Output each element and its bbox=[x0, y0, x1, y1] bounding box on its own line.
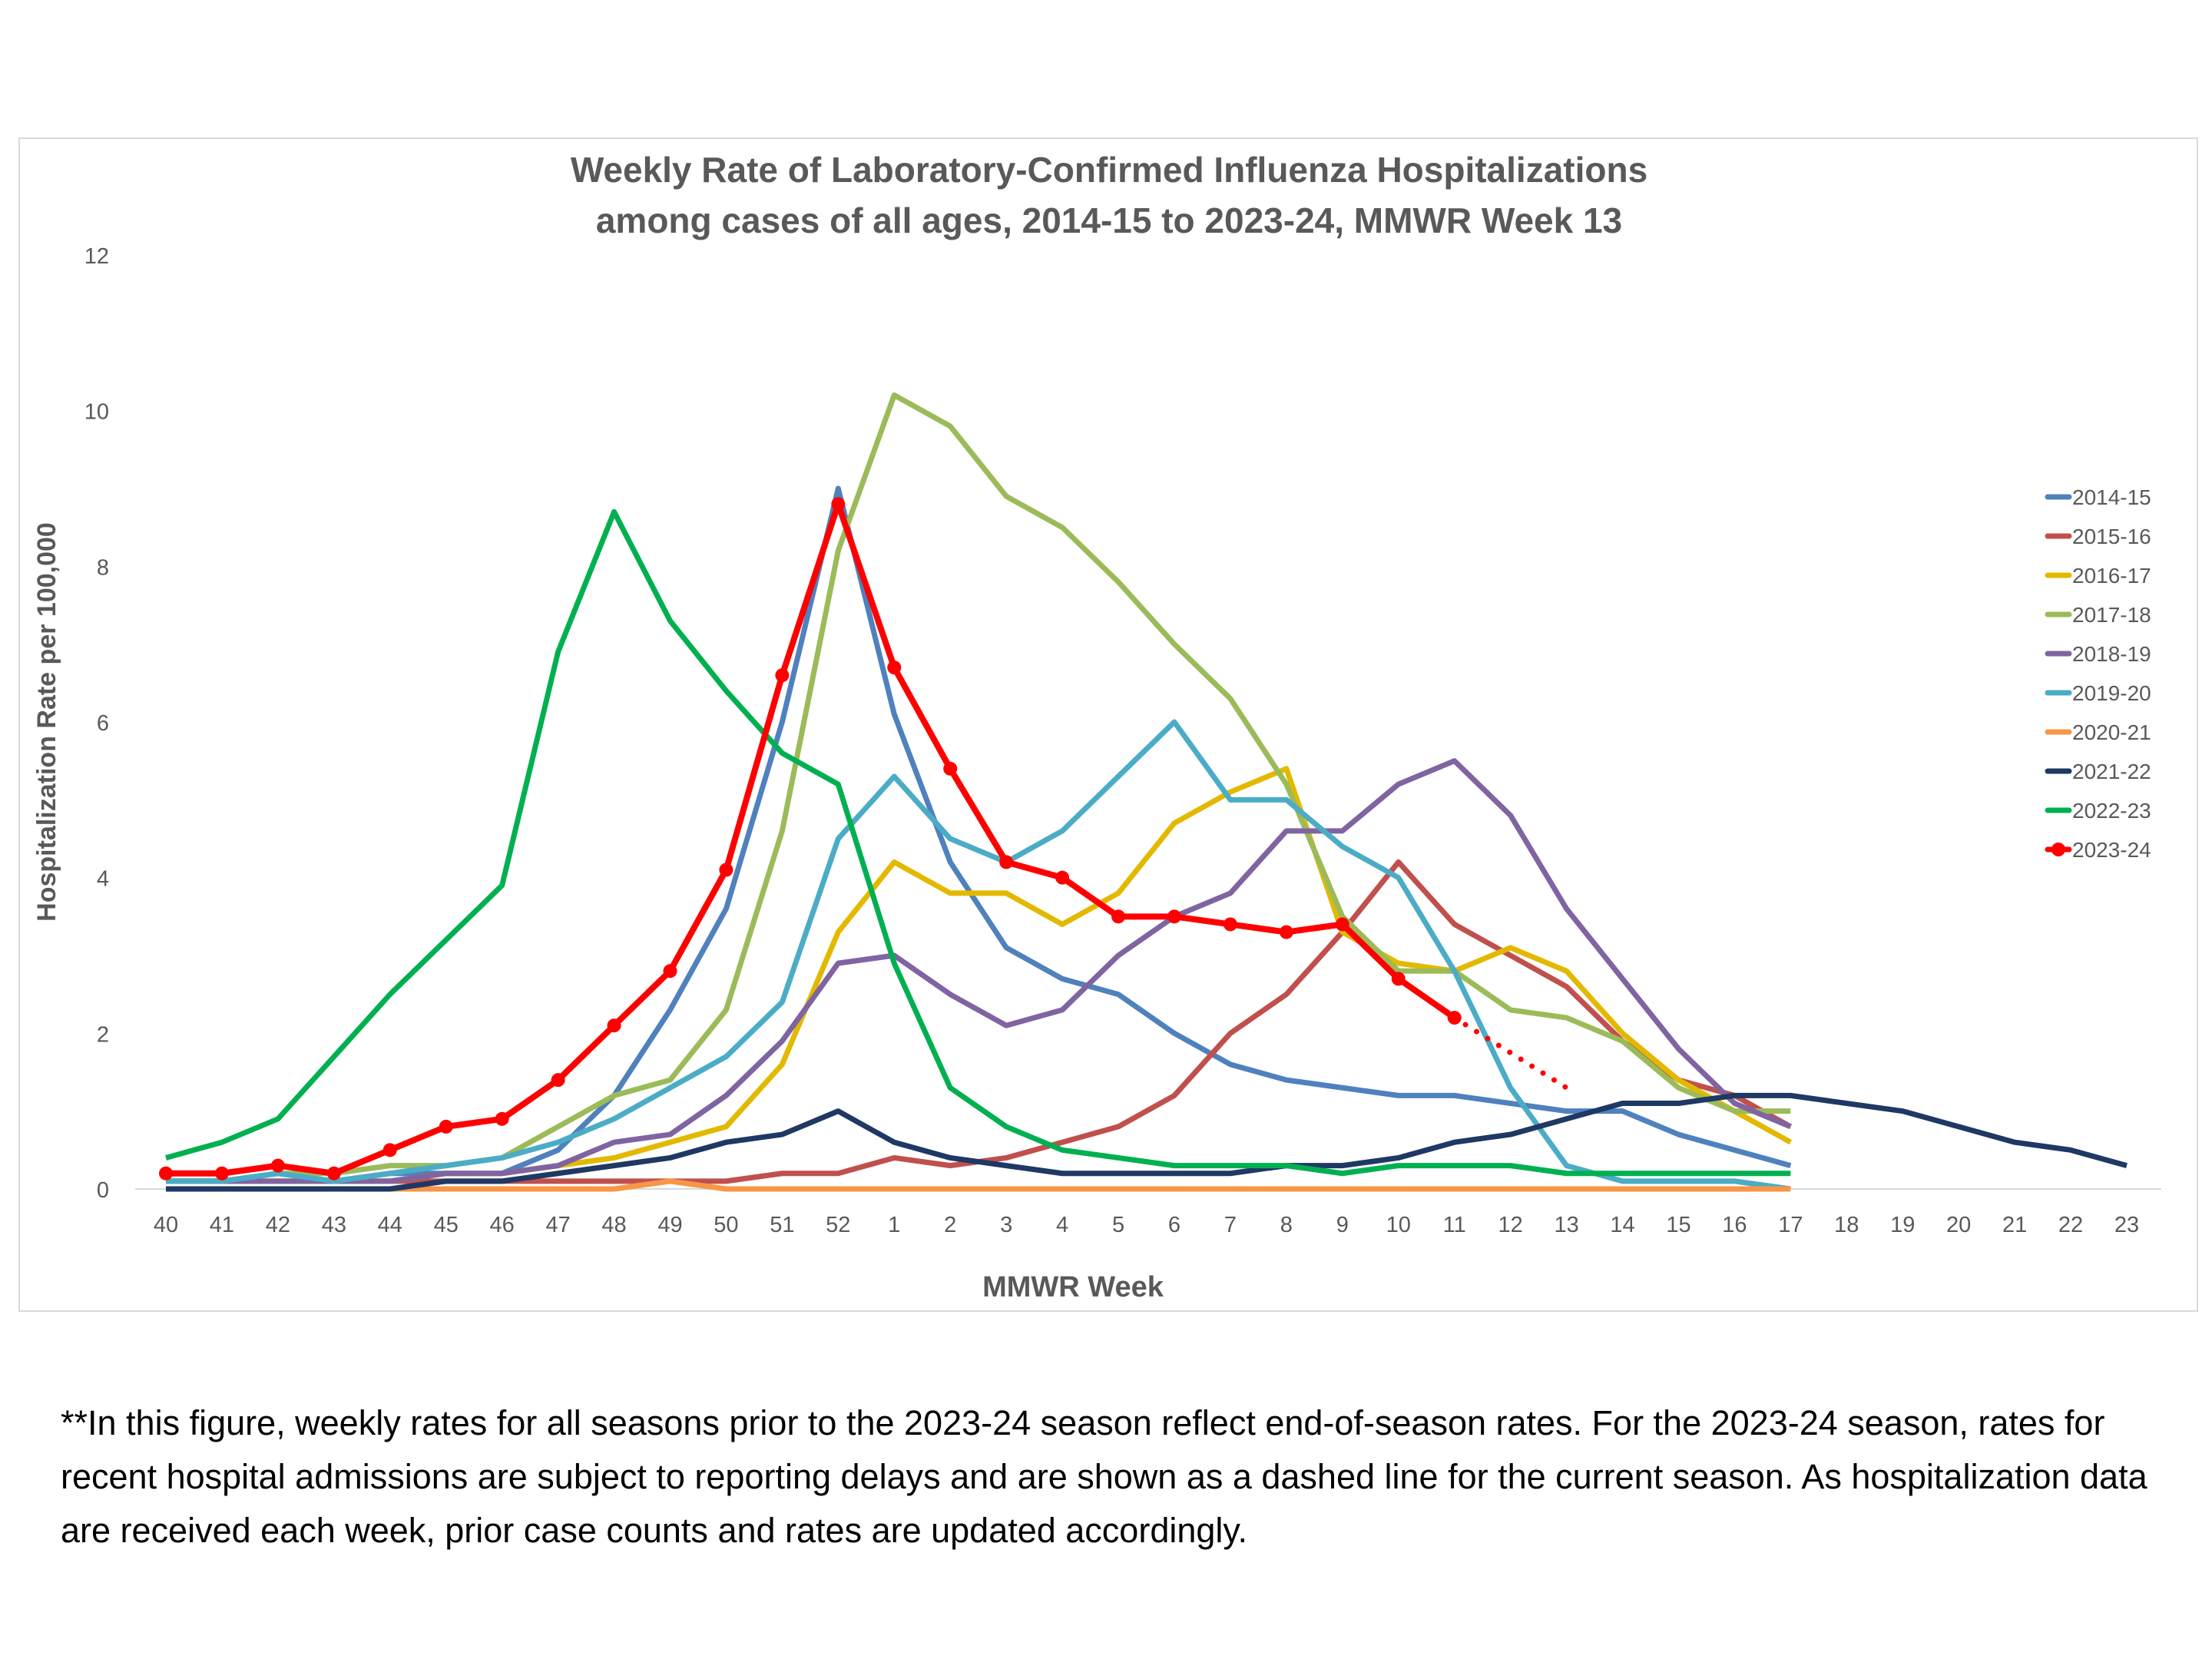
x-tick-label: 9 bbox=[1336, 1213, 1349, 1237]
data-point-2023-24 bbox=[1055, 870, 1070, 885]
x-tick-label: 43 bbox=[322, 1213, 346, 1237]
x-tick-label: 12 bbox=[1498, 1213, 1522, 1237]
legend-label: 2017-18 bbox=[2072, 603, 2151, 627]
x-tick-label: 18 bbox=[1834, 1213, 1859, 1237]
x-axis-label: MMWR Week bbox=[982, 1271, 1164, 1303]
x-tick-label: 6 bbox=[1168, 1213, 1181, 1237]
x-tick-label: 14 bbox=[1610, 1213, 1634, 1237]
y-tick-label: 6 bbox=[97, 711, 109, 736]
legend-label: 2018-19 bbox=[2072, 642, 2151, 666]
y-tick-label: 12 bbox=[84, 244, 109, 269]
series-line-2015-16 bbox=[166, 859, 1793, 1184]
x-tick-label: 10 bbox=[1386, 1213, 1411, 1237]
x-tick-label: 17 bbox=[1778, 1213, 1803, 1237]
data-point-2023-24 bbox=[1279, 925, 1293, 939]
line-chart: Weekly Rate of Laboratory-Confirmed Infl… bbox=[32, 150, 2161, 1303]
x-tick-label: 19 bbox=[1890, 1213, 1915, 1237]
x-tick-label: 20 bbox=[1946, 1213, 1971, 1237]
x-tick-label: 1 bbox=[888, 1213, 900, 1237]
x-tick-label: 50 bbox=[714, 1213, 738, 1237]
data-point-2023-24 bbox=[159, 1166, 173, 1181]
data-point-2023-24 bbox=[270, 1158, 285, 1173]
data-point-2023-24 bbox=[663, 964, 677, 979]
x-tick-label: 42 bbox=[266, 1213, 290, 1237]
x-tick-label: 44 bbox=[378, 1213, 402, 1237]
chart-title-line-1: Weekly Rate of Laboratory-Confirmed Infl… bbox=[571, 150, 1647, 190]
x-tick-label: 15 bbox=[1666, 1213, 1690, 1237]
data-point-2023-24 bbox=[719, 863, 733, 877]
x-tick-label: 49 bbox=[657, 1213, 682, 1237]
x-tick-label: 47 bbox=[545, 1213, 570, 1237]
data-point-2023-24 bbox=[775, 668, 790, 683]
chart-title-line-2: among cases of all ages, 2014-15 to 2023… bbox=[596, 200, 1622, 240]
data-point-2023-24 bbox=[943, 761, 958, 776]
series-line-2022-23 bbox=[165, 508, 1791, 1177]
x-tick-label: 5 bbox=[1112, 1213, 1124, 1237]
data-point-2023-24 bbox=[551, 1073, 565, 1088]
data-point-2023-24 bbox=[326, 1166, 341, 1181]
x-tick-label: 22 bbox=[2058, 1213, 2083, 1237]
series-line-2019-20 bbox=[166, 719, 1791, 1192]
x-tick-label: 41 bbox=[210, 1213, 234, 1237]
data-point-2023-24 bbox=[1223, 917, 1237, 932]
series-line-2023-24 bbox=[166, 501, 1456, 1177]
y-tick-label: 2 bbox=[97, 1022, 109, 1047]
series-line-2021-22 bbox=[166, 1092, 2128, 1192]
series-line-2017-18 bbox=[166, 392, 1791, 1184]
data-point-2023-24 bbox=[1111, 909, 1126, 924]
y-tick-label: 10 bbox=[84, 400, 109, 425]
legend-label: 2021-22 bbox=[2072, 760, 2151, 783]
data-point-2023-24 bbox=[439, 1119, 453, 1134]
series-line-2014-15 bbox=[166, 485, 1792, 1184]
x-tick-label: 21 bbox=[2002, 1213, 2027, 1237]
footnote: **In this figure, weekly rates for all s… bbox=[61, 1403, 2147, 1550]
x-tick-label: 13 bbox=[1554, 1213, 1578, 1237]
series-line-2018-19 bbox=[166, 758, 1792, 1184]
legend-marker bbox=[2051, 843, 2065, 856]
x-tick-label: 52 bbox=[826, 1213, 850, 1237]
x-tick-label: 2 bbox=[944, 1213, 956, 1237]
data-point-2023-24 bbox=[831, 497, 846, 512]
x-tick-label: 46 bbox=[490, 1213, 515, 1237]
data-point-2023-24 bbox=[1335, 917, 1349, 932]
legend-label: 2019-20 bbox=[2072, 681, 2151, 705]
data-point-2023-24 bbox=[214, 1166, 229, 1181]
data-point-2023-24 bbox=[607, 1018, 621, 1033]
x-tick-label: 48 bbox=[601, 1213, 626, 1237]
legend-label: 2023-24 bbox=[2072, 838, 2151, 862]
chart-frame bbox=[18, 137, 2198, 1312]
legend-label: 2020-21 bbox=[2072, 720, 2151, 744]
data-point-2023-24 bbox=[999, 855, 1014, 869]
data-point-2023-24 bbox=[887, 661, 902, 675]
series-line-2020-21 bbox=[166, 1178, 1791, 1192]
legend-label: 2014-15 bbox=[2072, 485, 2151, 509]
x-tick-label: 7 bbox=[1224, 1213, 1237, 1237]
legend-label: 2016-17 bbox=[2072, 564, 2151, 588]
x-tick-label: 51 bbox=[770, 1213, 794, 1237]
x-tick-label: 4 bbox=[1056, 1213, 1068, 1237]
data-point-2023-24 bbox=[1391, 972, 1406, 986]
data-point-2023-24 bbox=[382, 1143, 397, 1157]
data-point-2023-24 bbox=[1167, 909, 1181, 924]
data-point-2023-24 bbox=[495, 1111, 509, 1126]
legend-label: 2015-16 bbox=[2072, 525, 2151, 548]
dashed-line-2023-24 bbox=[1452, 1015, 1570, 1091]
x-tick-label: 23 bbox=[2114, 1213, 2139, 1237]
legend-label: 2022-23 bbox=[2072, 799, 2151, 823]
y-tick-label: 0 bbox=[97, 1178, 109, 1203]
y-axis-label: Hospitalization Rate per 100,000 bbox=[32, 522, 61, 922]
y-tick-label: 4 bbox=[97, 867, 109, 892]
y-tick-label: 8 bbox=[97, 555, 109, 580]
x-tick-label: 3 bbox=[1000, 1213, 1012, 1237]
x-tick-label: 11 bbox=[1443, 1213, 1466, 1237]
x-tick-label: 45 bbox=[434, 1213, 459, 1237]
x-tick-label: 8 bbox=[1280, 1213, 1293, 1237]
x-tick-label: 16 bbox=[1722, 1213, 1747, 1237]
x-tick-label: 40 bbox=[154, 1213, 178, 1237]
